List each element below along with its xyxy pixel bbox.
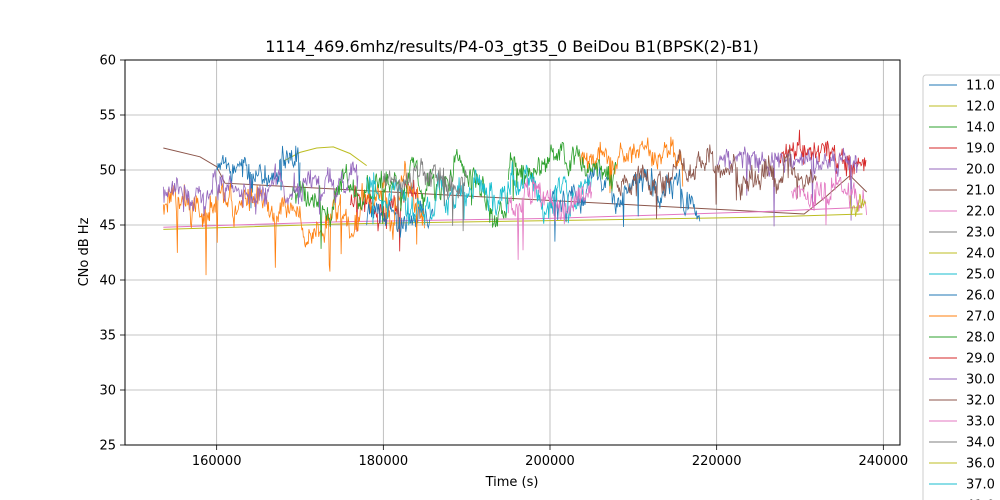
legend-entry: 37.0	[929, 478, 995, 493]
legend-label: 33.0	[966, 415, 995, 430]
series-line-27-0	[162, 160, 425, 276]
series-line-33-0	[507, 178, 593, 260]
legend-label-clipped: 41.0	[966, 499, 995, 500]
legend-entry: 21.0	[929, 184, 995, 199]
legend-label: 24.0	[966, 247, 995, 262]
y-tick-label: 25	[99, 439, 116, 454]
x-tick-label: 180000	[359, 454, 409, 469]
legend-entry: 22.0	[929, 205, 995, 220]
legend-label: 30.0	[966, 373, 995, 388]
legend-entry: 32.0	[929, 394, 995, 409]
series-line-33-0	[791, 171, 867, 226]
series-line-30-0	[162, 161, 359, 217]
legend-label: 32.0	[966, 394, 995, 409]
legend-entry: 27.0	[929, 310, 995, 325]
y-tick-label: 50	[99, 164, 116, 179]
legend-label: 23.0	[966, 226, 995, 241]
plot-area-frame	[124, 59, 901, 446]
series-line-28-0	[507, 141, 617, 202]
x-tick-label: 200000	[525, 454, 575, 469]
legend-label: 37.0	[966, 478, 995, 493]
legend-entry: 25.0	[929, 268, 995, 283]
legend-label: 22.0	[966, 205, 995, 220]
series-line-26-0	[549, 162, 701, 242]
series-line-12-0	[163, 213, 863, 230]
legend-entry: 14.0	[929, 121, 995, 136]
legend-label: 25.0	[966, 268, 995, 283]
legend-label: 12.0	[966, 100, 995, 115]
legend-entry: 34.0	[929, 436, 995, 451]
legend-entry: 33.0	[929, 415, 995, 430]
y-tick-label: 35	[99, 329, 116, 344]
legend-label: 21.0	[966, 184, 995, 199]
legend-entry: 28.0	[929, 331, 995, 346]
legend: 11.0 12.0 14.0 19.0 20.0 21.0 22.0 23.0 24.0 25.0…	[922, 74, 1000, 500]
x-tick-label: 240000	[859, 454, 909, 469]
legend-entry: 29.0	[929, 352, 995, 367]
legend-label: 20.0	[966, 163, 995, 178]
x-axis-ticks: 160000 180000 200000 220000 240000	[192, 445, 908, 469]
legend-label: 27.0	[966, 310, 995, 325]
legend-label: 29.0	[966, 352, 995, 367]
legend-entries: 11.0 12.0 14.0 19.0 20.0 21.0 22.0 23.0 24.0 25.0…	[929, 79, 995, 500]
chart-title: 1114_469.6mhz/results/P4-03_gt35_0 BeiDo…	[265, 37, 759, 57]
legend-label: 19.0	[966, 142, 995, 157]
legend-label: 26.0	[966, 289, 995, 304]
series-line-27-0	[578, 136, 684, 194]
legend-label: 11.0	[966, 79, 995, 94]
legend-entry: 19.0	[929, 142, 995, 157]
legend-entry: 26.0	[929, 289, 995, 304]
series-line-21-0	[163, 147, 868, 215]
series-line-29-0	[778, 129, 867, 181]
x-tick-label: 160000	[192, 454, 242, 469]
legend-entry: 12.0	[929, 100, 995, 115]
y-tick-label: 45	[99, 219, 116, 234]
legend-entry: 36.0	[929, 457, 995, 472]
series-line-22-0	[163, 206, 863, 228]
series-line-23-0	[382, 158, 468, 232]
legend-entry: 11.0	[929, 79, 995, 94]
series-line-26-0	[216, 145, 301, 209]
y-tick-label: 40	[99, 274, 116, 289]
legend-label: 28.0	[966, 331, 995, 346]
legend-frame	[922, 74, 1000, 500]
y-axis-ticks: 25 30 35 40 45 50 55 60	[99, 54, 125, 454]
series-line-36-0	[849, 193, 867, 217]
series-lines	[162, 129, 868, 276]
grid-lines	[125, 59, 900, 446]
legend-entry: 20.0	[929, 163, 995, 178]
series-line-25-0	[366, 161, 592, 226]
legend-entry: 23.0	[929, 226, 995, 241]
legend-label: 34.0	[966, 436, 995, 451]
y-tick-label: 55	[99, 109, 116, 124]
legend-label: 36.0	[966, 457, 995, 472]
series-line-32-0	[616, 144, 817, 220]
series-line-26-0	[366, 199, 434, 238]
x-tick-label: 220000	[692, 454, 742, 469]
x-axis-label: Time (s)	[485, 475, 539, 490]
y-axis-label: CNo dB Hz	[77, 217, 92, 286]
y-tick-label: 30	[99, 384, 116, 399]
legend-entry: 30.0	[929, 373, 995, 388]
legend-entry: 24.0	[929, 247, 995, 262]
legend-label: 14.0	[966, 121, 995, 136]
y-tick-label: 60	[99, 54, 116, 69]
